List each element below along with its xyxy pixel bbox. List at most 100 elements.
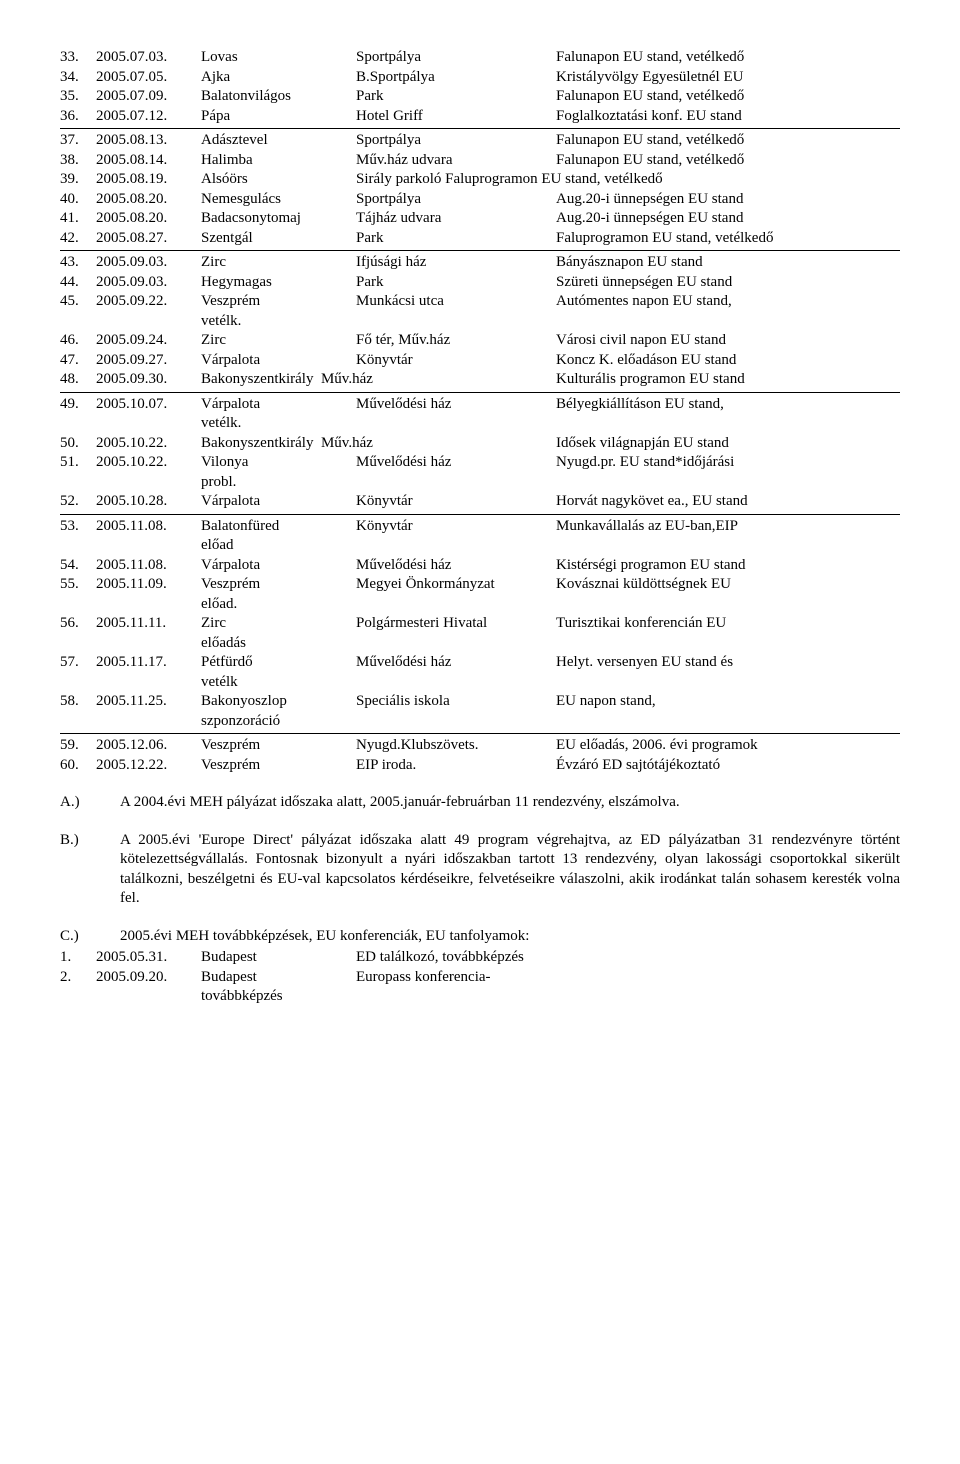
table-row: 47.2005.09.27.VárpalotaKönyvtárKoncz K. … bbox=[60, 351, 900, 371]
row-place: Szentgál bbox=[201, 229, 356, 249]
row-number: 40. bbox=[60, 190, 96, 210]
course-continuation: továbbképzés bbox=[60, 987, 900, 1007]
event-list: 33.2005.07.03.LovasSportpályaFalunapon E… bbox=[60, 48, 900, 775]
table-row: 34.2005.07.05.AjkaB.SportpályaKristályvö… bbox=[60, 68, 900, 88]
table-row: 50.2005.10.22.Bakonyszentkirály Műv.házI… bbox=[60, 434, 900, 454]
course-number: 1. bbox=[60, 948, 96, 968]
row-venue: B.Sportpálya bbox=[356, 68, 556, 88]
row-continuation: vetélk. bbox=[60, 312, 900, 332]
table-row: 60.2005.12.22.VeszprémEIP iroda.Évzáró E… bbox=[60, 756, 900, 776]
row-number: 41. bbox=[60, 209, 96, 229]
row-event: Falunapon EU stand, vetélkedő bbox=[556, 151, 900, 171]
row-place: Veszprém bbox=[201, 736, 356, 756]
row-event: EU előadás, 2006. évi programok bbox=[556, 736, 900, 756]
row-venue: Polgármesteri Hivatal bbox=[356, 614, 556, 634]
row-venue: Fő tér, Műv.ház bbox=[356, 331, 556, 351]
row-date: 2005.09.27. bbox=[96, 351, 201, 371]
row-continuation: előad. bbox=[60, 595, 900, 615]
table-row: 42.2005.08.27.SzentgálParkFaluprogramon … bbox=[60, 229, 900, 249]
para-a-text: A 2004.évi MEH pályázat időszaka alatt, … bbox=[120, 793, 900, 813]
course-place: Budapest bbox=[201, 968, 356, 988]
course-date: 2005.05.31. bbox=[96, 948, 201, 968]
row-date: 2005.12.22. bbox=[96, 756, 201, 776]
divider bbox=[60, 250, 900, 251]
row-venue: Művelődési ház bbox=[356, 453, 556, 473]
row-venue: Nyugd.Klubszövets. bbox=[356, 736, 556, 756]
row-event: Autómentes napon EU stand, bbox=[556, 292, 900, 312]
row-number: 38. bbox=[60, 151, 96, 171]
row-venue: Park bbox=[356, 273, 556, 293]
row-venue: Könyvtár bbox=[356, 351, 556, 371]
table-row: 49.2005.10.07.VárpalotaMűvelődési házBél… bbox=[60, 395, 900, 415]
table-row: 56.2005.11.11.ZircPolgármesteri HivatalT… bbox=[60, 614, 900, 634]
table-row: 58.2005.11.25.BakonyoszlopSpeciális isko… bbox=[60, 692, 900, 712]
table-row: 53.2005.11.08.BalatonfüredKönyvtárMunkav… bbox=[60, 517, 900, 537]
row-date: 2005.10.22. bbox=[96, 453, 201, 473]
row-date: 2005.08.13. bbox=[96, 131, 201, 151]
row-place: Várpalota bbox=[201, 351, 356, 371]
row-place: Balatonfüred bbox=[201, 517, 356, 537]
row-place: Vilonya bbox=[201, 453, 356, 473]
row-place-venue: Bakonyszentkirály Műv.ház bbox=[201, 370, 556, 390]
divider bbox=[60, 392, 900, 393]
row-place: Alsóörs bbox=[201, 170, 356, 190]
row-place: Várpalota bbox=[201, 492, 356, 512]
row-event: Kulturális programon EU stand bbox=[556, 370, 900, 390]
course-event: Europass konferencia- bbox=[356, 968, 900, 988]
row-date: 2005.08.27. bbox=[96, 229, 201, 249]
row-venue: Speciális iskola bbox=[356, 692, 556, 712]
row-date: 2005.10.22. bbox=[96, 434, 201, 454]
row-number: 52. bbox=[60, 492, 96, 512]
row-date: 2005.10.28. bbox=[96, 492, 201, 512]
row-place: Lovas bbox=[201, 48, 356, 68]
row-event: Bélyegkiállításon EU stand, bbox=[556, 395, 900, 415]
row-number: 36. bbox=[60, 107, 96, 127]
row-date: 2005.11.11. bbox=[96, 614, 201, 634]
row-number: 55. bbox=[60, 575, 96, 595]
row-date: 2005.09.30. bbox=[96, 370, 201, 390]
table-row: 43.2005.09.03.ZircIfjúsági házBányásznap… bbox=[60, 253, 900, 273]
row-place: Zirc bbox=[201, 614, 356, 634]
row-place: Zirc bbox=[201, 331, 356, 351]
para-c-text: 2005.évi MEH továbbképzések, EU konferen… bbox=[120, 927, 900, 947]
row-date: 2005.09.03. bbox=[96, 273, 201, 293]
row-venue: Munkácsi utca bbox=[356, 292, 556, 312]
row-number: 39. bbox=[60, 170, 96, 190]
row-number: 54. bbox=[60, 556, 96, 576]
row-venue-event: Sirály parkoló Faluprogramon EU stand, v… bbox=[356, 170, 900, 190]
table-row: 45.2005.09.22.VeszprémMunkácsi utcaAutóm… bbox=[60, 292, 900, 312]
row-date: 2005.08.14. bbox=[96, 151, 201, 171]
row-place: Zirc bbox=[201, 253, 356, 273]
course-list: 1.2005.05.31.BudapestED találkozó, továb… bbox=[60, 948, 900, 1007]
row-venue: Tájház udvara bbox=[356, 209, 556, 229]
row-number: 56. bbox=[60, 614, 96, 634]
row-place: Ajka bbox=[201, 68, 356, 88]
row-event: Helyt. versenyen EU stand és bbox=[556, 653, 900, 673]
row-venue: Park bbox=[356, 87, 556, 107]
row-date: 2005.09.03. bbox=[96, 253, 201, 273]
course-event: ED találkozó, továbbképzés bbox=[356, 948, 900, 968]
row-number: 46. bbox=[60, 331, 96, 351]
row-place: Veszprém bbox=[201, 292, 356, 312]
row-date: 2005.07.05. bbox=[96, 68, 201, 88]
table-row: 37.2005.08.13.AdásztevelSportpályaFaluna… bbox=[60, 131, 900, 151]
row-place: Várpalota bbox=[201, 395, 356, 415]
para-b-label: B.) bbox=[60, 831, 120, 909]
row-event: Falunapon EU stand, vetélkedő bbox=[556, 48, 900, 68]
row-number: 58. bbox=[60, 692, 96, 712]
row-number: 37. bbox=[60, 131, 96, 151]
row-place: Veszprém bbox=[201, 756, 356, 776]
row-continuation: előad bbox=[60, 536, 900, 556]
row-continuation: előadás bbox=[60, 634, 900, 654]
row-place: Adásztevel bbox=[201, 131, 356, 151]
row-event: Falunapon EU stand, vetélkedő bbox=[556, 131, 900, 151]
table-row: 54.2005.11.08.VárpalotaMűvelődési házKis… bbox=[60, 556, 900, 576]
row-event: Turisztikai konferencián EU bbox=[556, 614, 900, 634]
row-number: 34. bbox=[60, 68, 96, 88]
row-venue: Sportpálya bbox=[356, 131, 556, 151]
paragraph-a: A.) A 2004.évi MEH pályázat időszaka ala… bbox=[60, 793, 900, 813]
divider bbox=[60, 128, 900, 129]
row-event: Kistérségi programon EU stand bbox=[556, 556, 900, 576]
row-number: 35. bbox=[60, 87, 96, 107]
row-event: Bányásznapon EU stand bbox=[556, 253, 900, 273]
